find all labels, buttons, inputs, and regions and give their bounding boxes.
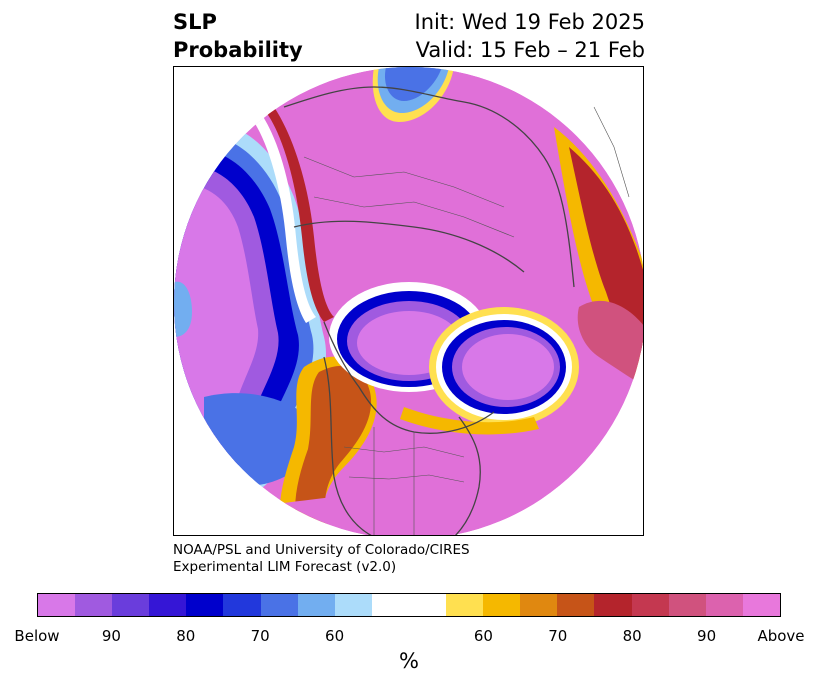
field-pacific-below (174, 185, 259, 429)
field-eurasia-red (569, 147, 643, 357)
colorbar-below-seg-3 (149, 594, 187, 616)
colorbar-tick-label: 70 (250, 627, 270, 645)
colorbar-tick-label: 70 (548, 627, 568, 645)
political-borders (303, 106, 630, 535)
border-2 (313, 196, 515, 238)
colorbar-tick-label: 80 (622, 627, 642, 645)
colorbar-neutral-seg (371, 594, 447, 616)
colorbar (37, 593, 781, 617)
field-coast-white (254, 115, 316, 323)
colorbar-above-seg-5 (631, 594, 669, 616)
coastline-na-east (454, 416, 481, 535)
colorbar-below-seg-8 (334, 594, 372, 616)
coastline-arctic (293, 220, 525, 273)
map-frame (173, 66, 644, 536)
field-arctic-70 (384, 67, 442, 101)
colorbar-below-seg-2 (112, 594, 150, 616)
colorbar-above-seg-4 (594, 594, 632, 616)
colorbar-tick-label: Above (757, 627, 805, 645)
field-pacific-core (174, 281, 192, 337)
field-na-orange (295, 365, 372, 535)
border-1 (303, 156, 505, 208)
credit-line1: NOAA/PSL and University of Colorado/CIRE… (173, 542, 470, 558)
colorbar-tick-label: 60 (325, 627, 345, 645)
colorbar-tick-label: 90 (101, 627, 121, 645)
colorbar-below-seg-7 (297, 594, 335, 616)
forecast-dates: Init: Wed 19 Feb 2025 Valid: 15 Feb – 21… (380, 8, 645, 64)
border-3 (343, 446, 465, 458)
colorbar-unit: % (399, 649, 419, 673)
border-7 (593, 106, 630, 198)
colorbar-below-seg-6 (260, 594, 298, 616)
colorbar-above-seg-6 (668, 594, 706, 616)
colorbar-above-seg-3 (557, 594, 595, 616)
polar-map (174, 67, 643, 535)
colorbar-above-seg-0 (446, 594, 484, 616)
map-title: SLP Probability (173, 8, 303, 64)
colorbar-below-seg-4 (186, 594, 224, 616)
credit: NOAA/PSL and University of Colorado/CIRE… (173, 542, 470, 576)
colorbar-below-seg-5 (223, 594, 261, 616)
colorbar-tick-label: 60 (473, 627, 493, 645)
colorbar-tick-label: 90 (697, 627, 717, 645)
colorbar-tick-label: 80 (176, 627, 196, 645)
field-eurasia-pink (577, 300, 643, 387)
title-variable: SLP (173, 10, 217, 34)
probability-field (174, 67, 643, 535)
coastline-na-west (323, 356, 372, 535)
coastlines (283, 86, 575, 535)
field-gulf-yellow (400, 407, 539, 435)
colorbar-above-seg-1 (483, 594, 521, 616)
title-metric: Probability (173, 38, 303, 62)
field-atl-below (462, 334, 554, 400)
valid-range: Valid: 15 Feb – 21 Feb (415, 38, 645, 62)
colorbar-above-seg-2 (520, 594, 558, 616)
credit-line2: Experimental LIM Forecast (v2.0) (173, 559, 397, 575)
colorbar-tick-label: Below (14, 627, 60, 645)
colorbar-above-seg-8 (742, 594, 780, 616)
init-date: Init: Wed 19 Feb 2025 (414, 10, 645, 34)
border-4 (348, 474, 465, 483)
colorbar-above-seg-7 (705, 594, 743, 616)
colorbar-below-seg-1 (75, 594, 113, 616)
coastline-eurasia (283, 86, 575, 288)
coastline-na-north (323, 321, 495, 434)
colorbar-below-seg-0 (38, 594, 76, 616)
field-coast-red (266, 107, 334, 322)
